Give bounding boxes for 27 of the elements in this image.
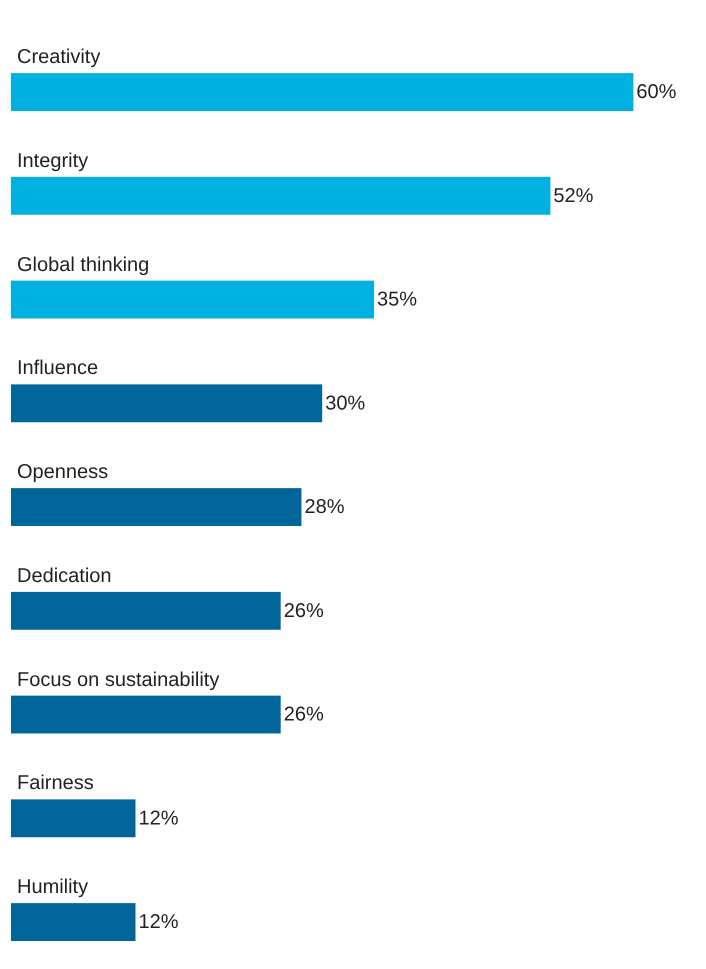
data-label: 60% — [636, 81, 677, 104]
y-tick-label: Integrity — [17, 150, 88, 172]
y-tick-label: Global thinking — [17, 254, 150, 276]
bar — [11, 488, 302, 526]
data-label: 35% — [377, 288, 418, 311]
bar — [11, 384, 322, 422]
data-label: 12% — [138, 911, 179, 934]
bar — [11, 176, 550, 215]
data-label: 52% — [553, 184, 594, 207]
bar — [11, 592, 281, 630]
bar — [11, 903, 136, 941]
data-label: 28% — [304, 496, 345, 518]
y-tick-label: Openness — [17, 461, 108, 483]
y-tick-label: Dedication — [17, 565, 112, 587]
y-tick-label: Fairness — [17, 772, 94, 794]
bar — [11, 696, 281, 734]
y-tick-label: Focus on sustainability — [17, 669, 220, 691]
y-tick-label: Creativity — [17, 46, 100, 68]
data-label: 26% — [284, 704, 324, 726]
data-label: 26% — [284, 600, 324, 622]
data-label: 12% — [138, 807, 179, 830]
data-label: 30% — [325, 392, 366, 414]
bar — [11, 73, 634, 111]
y-tick-label: Humility — [17, 876, 88, 898]
bar — [11, 280, 374, 318]
y-tick-label: Influence — [17, 357, 98, 379]
bar — [11, 799, 136, 838]
